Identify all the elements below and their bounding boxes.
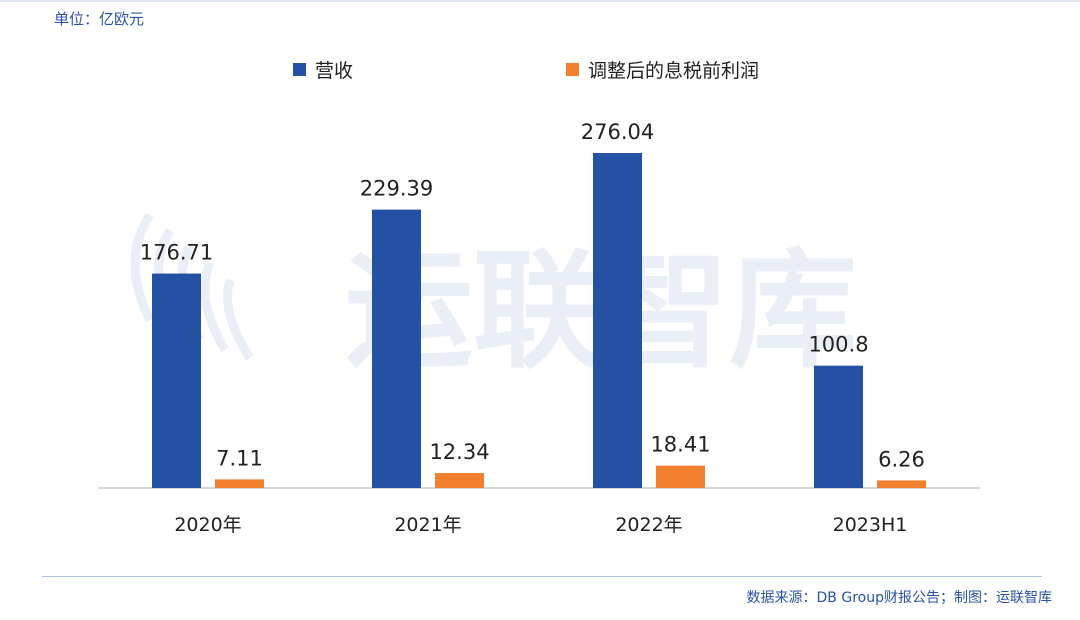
data-label-revenue: 276.04 [581, 120, 654, 144]
bar-ebit [656, 465, 705, 488]
bar-revenue [814, 365, 863, 488]
watermark-logo-arc [223, 278, 254, 361]
data-label-revenue: 100.8 [808, 333, 868, 357]
bar-revenue [593, 153, 642, 488]
data-label-ebit: 7.11 [216, 446, 263, 470]
unit-label: 单位：亿欧元 [54, 10, 145, 28]
watermark-logo-arc [200, 260, 229, 353]
legend-label-ebit: 调整后的息税前利润 [588, 60, 760, 82]
data-label-ebit: 12.34 [429, 440, 489, 464]
legend-swatch-revenue [293, 63, 306, 76]
bar-revenue [372, 209, 421, 488]
x-tick-label: 2022年 [615, 514, 682, 536]
watermark-logo-arc [130, 212, 155, 323]
bar-ebit [877, 480, 926, 488]
bar-ebit [215, 479, 264, 488]
legend-item-ebit: 调整后的息税前利润 [566, 56, 759, 83]
x-tick-label: 2020年 [174, 514, 241, 536]
watermark: 运联智库 [130, 212, 857, 386]
data-label-revenue: 229.39 [360, 177, 433, 201]
source-note: 数据来源：DB Group财报公告；制图：运联智库 [746, 590, 1052, 606]
data-label-ebit: 18.41 [650, 433, 710, 457]
x-tick-label: 2023H1 [833, 514, 908, 536]
x-tick-label: 2021年 [394, 514, 461, 536]
data-label-ebit: 6.26 [878, 447, 925, 471]
bar-ebit [435, 473, 484, 488]
top-divider [0, 0, 1080, 2]
chart-legend: 营收 调整后的息税前利润 [0, 56, 1080, 86]
legend-swatch-ebit [566, 63, 579, 76]
bar-revenue [152, 273, 201, 488]
legend-item-revenue: 营收 [293, 56, 353, 83]
legend-label-revenue: 营收 [315, 60, 354, 82]
footer-divider [42, 576, 1042, 577]
data-label-revenue: 176.71 [140, 241, 213, 265]
